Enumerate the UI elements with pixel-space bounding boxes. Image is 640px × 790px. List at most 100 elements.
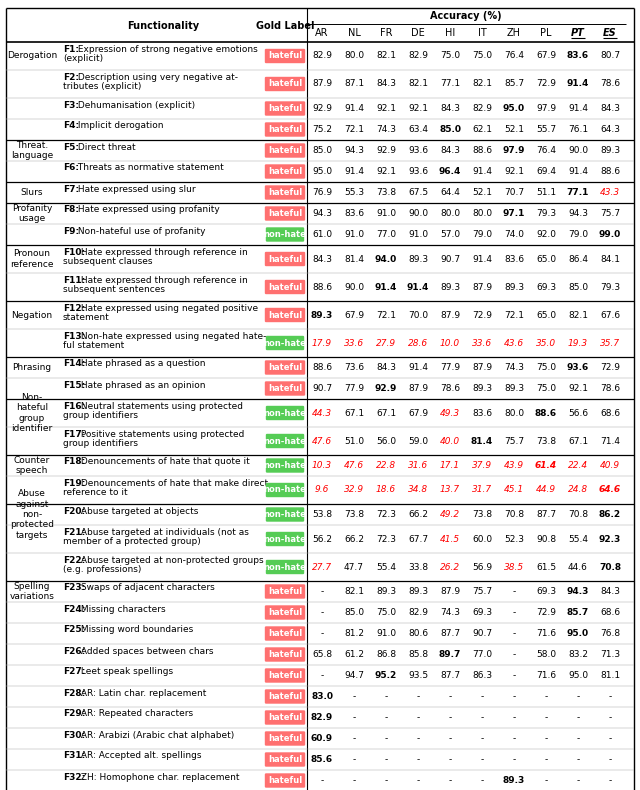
Text: -: - <box>321 776 324 785</box>
Text: 85.0: 85.0 <box>439 125 461 134</box>
Text: 74.3: 74.3 <box>376 125 396 134</box>
Text: -: - <box>417 755 420 764</box>
FancyBboxPatch shape <box>265 308 305 322</box>
Text: 38.5: 38.5 <box>504 562 524 571</box>
Text: F9:: F9: <box>63 227 79 235</box>
Text: Slurs: Slurs <box>20 188 44 197</box>
Text: 61.2: 61.2 <box>344 650 364 659</box>
Text: 66.2: 66.2 <box>344 535 364 544</box>
Text: 72.3: 72.3 <box>376 535 396 544</box>
Text: 47.6: 47.6 <box>312 437 332 446</box>
Text: 85.7: 85.7 <box>567 608 589 617</box>
Text: 87.1: 87.1 <box>344 80 364 88</box>
Text: 75.2: 75.2 <box>312 125 332 134</box>
Text: 68.6: 68.6 <box>600 408 620 417</box>
Text: 73.8: 73.8 <box>536 437 556 446</box>
Text: 82.9: 82.9 <box>472 104 492 113</box>
Text: 83.6: 83.6 <box>472 408 492 417</box>
Text: 92.0: 92.0 <box>536 230 556 239</box>
FancyBboxPatch shape <box>265 143 305 158</box>
Text: Abuse targeted at individuals (not as: Abuse targeted at individuals (not as <box>79 529 249 537</box>
Text: Description using very negative at-: Description using very negative at- <box>74 73 237 82</box>
FancyBboxPatch shape <box>265 280 305 294</box>
Text: 83.6: 83.6 <box>504 254 524 264</box>
Text: Negation: Negation <box>12 310 52 319</box>
Text: 91.4: 91.4 <box>472 254 492 264</box>
Text: 83.6: 83.6 <box>344 209 364 218</box>
Text: hateful: hateful <box>268 125 302 134</box>
Text: PT: PT <box>571 28 585 38</box>
Text: 27.9: 27.9 <box>376 338 396 348</box>
Text: 65.8: 65.8 <box>312 650 332 659</box>
Text: 17.1: 17.1 <box>440 461 460 470</box>
Text: 67.1: 67.1 <box>376 408 396 417</box>
Text: 71.6: 71.6 <box>536 671 556 680</box>
Text: Denouncements of hate that quote it: Denouncements of hate that quote it <box>79 457 250 467</box>
Text: 99.0: 99.0 <box>599 230 621 239</box>
Text: -: - <box>385 734 388 743</box>
Text: F29:: F29: <box>63 709 85 718</box>
Text: 34.8: 34.8 <box>408 486 428 495</box>
Text: 90.8: 90.8 <box>536 535 556 544</box>
Text: Abuse targeted at objects: Abuse targeted at objects <box>79 506 199 516</box>
Text: 67.6: 67.6 <box>600 310 620 319</box>
Text: 80.7: 80.7 <box>600 51 620 61</box>
Text: 82.1: 82.1 <box>408 80 428 88</box>
Text: -: - <box>577 692 580 701</box>
Text: -: - <box>609 692 612 701</box>
Text: F3:: F3: <box>63 100 79 110</box>
Text: 96.4: 96.4 <box>439 167 461 176</box>
Text: non-hate: non-hate <box>264 437 307 446</box>
Text: hateful: hateful <box>268 755 302 764</box>
Text: PL: PL <box>540 28 552 38</box>
Text: 93.6: 93.6 <box>567 363 589 372</box>
Text: 9.6: 9.6 <box>315 486 329 495</box>
Text: -: - <box>353 755 356 764</box>
Text: 45.1: 45.1 <box>504 486 524 495</box>
Text: 71.4: 71.4 <box>600 437 620 446</box>
Text: 89.3: 89.3 <box>376 587 396 596</box>
Text: 77.1: 77.1 <box>567 188 589 197</box>
Text: 58.0: 58.0 <box>536 650 556 659</box>
Text: 91.4: 91.4 <box>344 104 364 113</box>
Text: non-hate: non-hate <box>264 486 307 495</box>
Text: 53.8: 53.8 <box>312 510 332 519</box>
Text: F10:: F10: <box>63 248 85 258</box>
FancyBboxPatch shape <box>265 164 305 179</box>
Text: reference to it: reference to it <box>63 487 127 497</box>
Text: (explicit): (explicit) <box>63 54 103 62</box>
Text: -: - <box>513 650 516 659</box>
Text: 56.0: 56.0 <box>376 437 396 446</box>
Text: 55.4: 55.4 <box>568 535 588 544</box>
Text: 55.7: 55.7 <box>536 125 556 134</box>
Text: 70.8: 70.8 <box>599 562 621 571</box>
Text: 72.9: 72.9 <box>536 80 556 88</box>
Text: Dehumanisation (explicit): Dehumanisation (explicit) <box>74 100 195 110</box>
Text: F26:: F26: <box>63 646 85 656</box>
Text: 91.4: 91.4 <box>408 363 428 372</box>
Text: 85.6: 85.6 <box>311 755 333 764</box>
Text: 75.0: 75.0 <box>536 363 556 372</box>
FancyBboxPatch shape <box>265 690 305 704</box>
Text: 97.9: 97.9 <box>503 146 525 155</box>
Text: Denouncements of hate that make direct: Denouncements of hate that make direct <box>79 480 269 488</box>
Text: 59.0: 59.0 <box>408 437 428 446</box>
Text: 41.5: 41.5 <box>440 535 460 544</box>
Text: 31.6: 31.6 <box>408 461 428 470</box>
Text: hateful: hateful <box>268 310 302 319</box>
Text: 94.3: 94.3 <box>312 209 332 218</box>
Text: 92.9: 92.9 <box>375 384 397 393</box>
Text: 18.6: 18.6 <box>376 486 396 495</box>
Text: 94.3: 94.3 <box>568 209 588 218</box>
Text: 88.6: 88.6 <box>472 146 492 155</box>
FancyBboxPatch shape <box>266 406 304 420</box>
Text: 87.9: 87.9 <box>440 310 460 319</box>
Text: 89.3: 89.3 <box>311 310 333 319</box>
Text: 90.7: 90.7 <box>312 384 332 393</box>
Text: 52.1: 52.1 <box>472 188 492 197</box>
Text: 85.0: 85.0 <box>312 146 332 155</box>
Text: 76.4: 76.4 <box>536 146 556 155</box>
Text: 75.7: 75.7 <box>600 209 620 218</box>
Text: Leet speak spellings: Leet speak spellings <box>79 668 173 676</box>
FancyBboxPatch shape <box>266 228 304 242</box>
